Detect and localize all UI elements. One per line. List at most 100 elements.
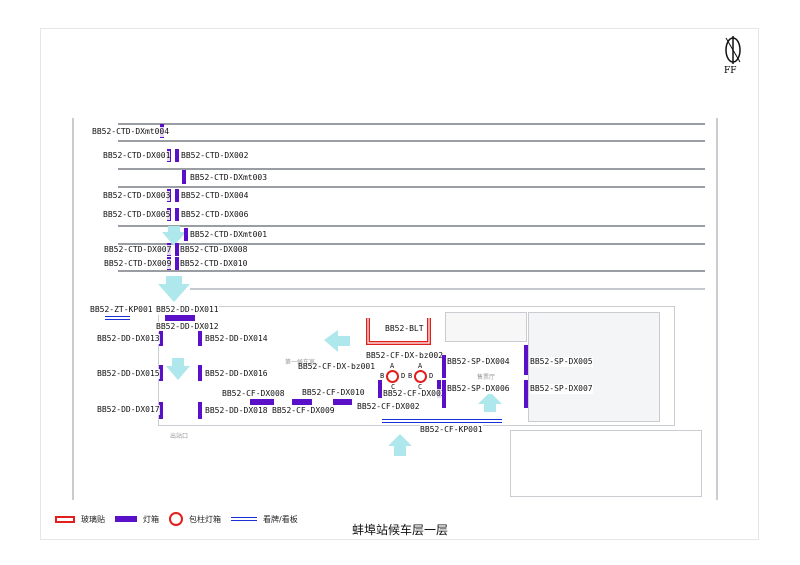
glass-sticker[interactable] bbox=[366, 316, 432, 346]
column-light-box-label: BB52-CF-DX-bz001 bbox=[298, 362, 376, 371]
light-box[interactable] bbox=[524, 380, 528, 408]
legend: 玻璃贴 灯箱 包柱灯箱 看牌/看板 bbox=[55, 512, 298, 526]
billboard[interactable] bbox=[382, 419, 502, 423]
light-box-label: BB52-SP-DX005 bbox=[530, 357, 593, 367]
platform-line bbox=[118, 270, 705, 272]
light-box-label: BB52-SP-DX004 bbox=[447, 357, 510, 367]
platform-line bbox=[118, 243, 705, 245]
billboard-label: BB52-ZT-KP001 bbox=[90, 305, 153, 315]
column-ring-icon bbox=[169, 512, 183, 526]
column-face-label: A bbox=[418, 362, 423, 370]
light-box[interactable] bbox=[198, 331, 202, 346]
logo-text: FF bbox=[724, 66, 737, 76]
light-box[interactable] bbox=[292, 399, 312, 405]
light-box[interactable] bbox=[175, 149, 179, 162]
light-box[interactable] bbox=[159, 365, 163, 381]
light-box-label: BB52-CTD-DX008 bbox=[180, 245, 248, 255]
billboard-double-line-icon bbox=[231, 517, 257, 521]
light-box[interactable] bbox=[182, 170, 186, 184]
flow-arrow-icon bbox=[478, 392, 502, 412]
page-title: 蚌埠站候车层一层 bbox=[352, 523, 449, 537]
flow-arrows bbox=[158, 226, 502, 456]
light-box[interactable] bbox=[442, 355, 446, 378]
column-face-label: B bbox=[380, 372, 385, 380]
platform-line bbox=[118, 140, 705, 142]
light-box[interactable] bbox=[159, 331, 163, 346]
light-box-label: BB52-DD-DX018 bbox=[205, 406, 268, 416]
flow-arrow-icon bbox=[158, 276, 190, 302]
light-box-label: BB52-DD-DX017 bbox=[97, 405, 160, 415]
light-box[interactable] bbox=[442, 380, 446, 408]
room-label: 第一候车室 bbox=[285, 359, 316, 366]
light-box-label: BB52-CTD-DX009 bbox=[104, 259, 172, 269]
light-box[interactable] bbox=[175, 257, 179, 270]
flow-arrow-icon bbox=[388, 434, 412, 456]
station-hall-outline bbox=[158, 306, 675, 426]
legend-label: 包柱灯箱 bbox=[189, 514, 221, 524]
right-outer-wall bbox=[716, 118, 718, 500]
light-box-label: BB52-SP-DX006 bbox=[447, 384, 510, 394]
light-box-label: BB52-CTD-DX010 bbox=[180, 259, 248, 269]
light-box-label: BB52-CTD-DXmt003 bbox=[190, 173, 268, 183]
column-face-label: D bbox=[429, 372, 434, 380]
light-box[interactable] bbox=[198, 402, 202, 419]
light-box-label: BB52-CF-DX008 bbox=[222, 389, 285, 399]
light-box[interactable] bbox=[165, 315, 195, 321]
billboard[interactable] bbox=[105, 316, 130, 320]
light-box[interactable] bbox=[175, 243, 179, 256]
light-box[interactable] bbox=[175, 208, 179, 221]
platform-line bbox=[118, 123, 705, 125]
platform-line bbox=[118, 186, 705, 188]
light-box-label: BB52-CF-DX003 bbox=[383, 389, 446, 399]
glass-sticker-label: BB52-BLT bbox=[385, 324, 424, 333]
legend-label: 灯箱 bbox=[143, 514, 159, 524]
column-face-label: D bbox=[401, 372, 406, 380]
light-box-label: BB52-CTD-DX003 bbox=[103, 191, 171, 201]
column-light-box[interactable] bbox=[386, 370, 399, 383]
light-box-label: BB52-DD-DX013 bbox=[97, 334, 160, 344]
column-light-box-label: BB52-CF-DX-bz002 bbox=[366, 351, 444, 360]
platform-line bbox=[118, 168, 705, 170]
light-box-label: BB52-CTD-DXmt004 bbox=[92, 127, 170, 137]
south-annex bbox=[510, 430, 702, 497]
light-box-label: BB52-CTD-DXmt001 bbox=[190, 230, 268, 240]
platform-line bbox=[190, 288, 705, 290]
column-face-label: B bbox=[408, 372, 413, 380]
column-face-label: C bbox=[418, 383, 423, 391]
light-box-label: BB52-SP-DX007 bbox=[530, 384, 593, 394]
light-box-label: BB52-CTD-DX006 bbox=[181, 210, 249, 220]
logo: FF bbox=[718, 34, 748, 78]
light-box[interactable] bbox=[333, 399, 352, 405]
column-light-box[interactable] bbox=[414, 370, 427, 383]
light-box-label: BB52-CTD-DX004 bbox=[181, 191, 249, 201]
page-frame bbox=[40, 28, 759, 540]
light-box-label: BB52-DD-DX014 bbox=[205, 334, 268, 344]
billboard-label: BB52-CF-KP001 bbox=[420, 425, 483, 435]
light-box-label: BB52-CF-DX010 bbox=[302, 388, 365, 398]
room-label: 出站口 bbox=[170, 433, 189, 440]
column-face-label: A bbox=[390, 362, 395, 370]
light-box[interactable] bbox=[524, 345, 528, 375]
floor-plan: 第一候车室 售票厅 出站口 BB52-CTD-DXmt004 BB52-CTD-… bbox=[72, 118, 718, 500]
light-box-label: BB52-CTD-DX002 bbox=[181, 151, 249, 161]
light-box-label: BB52-CTD-DX001 bbox=[103, 151, 171, 161]
flow-arrow-icon bbox=[324, 330, 350, 352]
ticket-zone-grid bbox=[528, 312, 660, 422]
legend-label: 看牌/看板 bbox=[263, 514, 298, 524]
logo-mark-icon bbox=[725, 36, 741, 64]
light-box-label: BB52-CF-DX009 bbox=[272, 406, 335, 416]
light-box-label: BB52-CTD-DX005 bbox=[103, 210, 171, 220]
light-box[interactable] bbox=[378, 380, 382, 398]
glass-sticker-swatch-icon bbox=[55, 515, 75, 523]
light-box-label: BB52-DD-DX011 bbox=[156, 305, 219, 315]
light-box-label: BB52-DD-DX012 bbox=[156, 322, 219, 332]
light-box[interactable] bbox=[159, 402, 163, 419]
light-box[interactable] bbox=[184, 228, 188, 241]
east-shops bbox=[445, 312, 527, 342]
light-box-swatch-icon bbox=[115, 516, 137, 522]
light-box[interactable] bbox=[198, 365, 202, 381]
light-box-label: BB52-CF-DX002 bbox=[357, 402, 420, 412]
left-outer-wall bbox=[72, 118, 74, 500]
light-box[interactable] bbox=[250, 399, 274, 405]
light-box[interactable] bbox=[175, 189, 179, 202]
